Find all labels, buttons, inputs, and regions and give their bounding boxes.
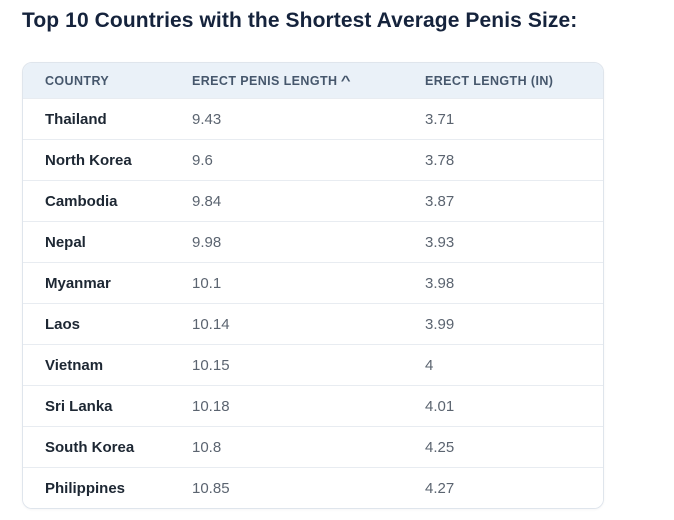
page-title: Top 10 Countries with the Shortest Avera… <box>22 9 578 32</box>
country-cell: South Korea <box>45 438 135 456</box>
table-row: Laos 10.14 3.99 <box>23 303 603 345</box>
table-row: South Korea 10.8 4.25 <box>23 426 603 468</box>
table-body: Thailand 9.43 3.71 North Korea 9.6 3.78 Cambod… <box>23 98 603 508</box>
erect-length-cell: 10.18 <box>192 397 230 415</box>
table-row: Nepal 9.98 3.93 <box>23 221 603 263</box>
erect-length-cell: 9.43 <box>192 110 222 128</box>
erect-length-in-cell: 3.87 <box>425 192 455 210</box>
table-row: Cambodia 9.84 3.87 <box>23 180 603 222</box>
erect-length-in-cell: 3.93 <box>425 233 455 251</box>
country-cell: Laos <box>45 315 81 333</box>
table-header-row: COUNTRY ERECT PENIS LENGTH ^ ERECT LENGTH… <box>23 63 603 99</box>
table-row: Vietnam 10.15 4 <box>23 344 603 386</box>
table-row: Myanmar 10.1 3.98 <box>23 262 603 304</box>
country-cell: Thailand <box>45 110 107 128</box>
erect-length-cell: 9.98 <box>192 233 222 251</box>
erect-length-in-cell: 3.71 <box>425 110 455 128</box>
erect-length-in-cell: 4.25 <box>425 438 455 456</box>
table-row: Philippines 10.85 4.27 <box>23 467 603 508</box>
country-cell: Philippines <box>45 479 126 497</box>
country-cell: North Korea <box>45 151 132 169</box>
column-header-country[interactable]: COUNTRY <box>23 63 192 99</box>
erect-length-in-cell: 4.27 <box>425 479 455 497</box>
erect-length-in-cell: 3.98 <box>425 274 455 292</box>
country-cell: Nepal <box>45 233 86 251</box>
column-header-erect-length-in-label: ERECT LENGTH (IN) <box>425 73 554 88</box>
erect-length-cell: 10.8 <box>192 438 222 456</box>
country-cell: Vietnam <box>45 356 104 374</box>
column-header-country-label: COUNTRY <box>45 73 110 88</box>
erect-length-cell: 10.1 <box>192 274 222 292</box>
column-header-erect-penis-length[interactable]: ERECT PENIS LENGTH ^ <box>192 63 425 99</box>
table-row: North Korea 9.6 3.78 <box>23 139 603 181</box>
column-header-erect-length-in[interactable]: ERECT LENGTH (IN) <box>425 63 603 99</box>
countries-table-card: COUNTRY ERECT PENIS LENGTH ^ ERECT LENGTH… <box>22 62 604 509</box>
erect-length-cell: 10.15 <box>192 356 230 374</box>
country-cell: Myanmar <box>45 274 111 292</box>
erect-length-cell: 10.14 <box>192 315 230 333</box>
countries-table: COUNTRY ERECT PENIS LENGTH ^ ERECT LENGTH… <box>23 63 603 508</box>
erect-length-in-cell: 3.78 <box>425 151 455 169</box>
country-cell: Sri Lanka <box>45 397 113 415</box>
erect-length-in-cell: 4 <box>425 356 434 374</box>
erect-length-in-cell: 3.99 <box>425 315 455 333</box>
table-header: COUNTRY ERECT PENIS LENGTH ^ ERECT LENGTH… <box>23 63 603 99</box>
erect-length-cell: 9.6 <box>192 151 213 169</box>
sort-ascending-icon: ^ <box>341 73 352 88</box>
erect-length-in-cell: 4.01 <box>425 397 455 415</box>
erect-length-cell: 9.84 <box>192 192 222 210</box>
column-header-erect-penis-length-label: ERECT PENIS LENGTH <box>192 74 338 88</box>
erect-length-cell: 10.85 <box>192 479 230 497</box>
table-row: Sri Lanka 10.18 4.01 <box>23 385 603 427</box>
country-cell: Cambodia <box>45 192 118 210</box>
table-row: Thailand 9.43 3.71 <box>23 98 603 140</box>
